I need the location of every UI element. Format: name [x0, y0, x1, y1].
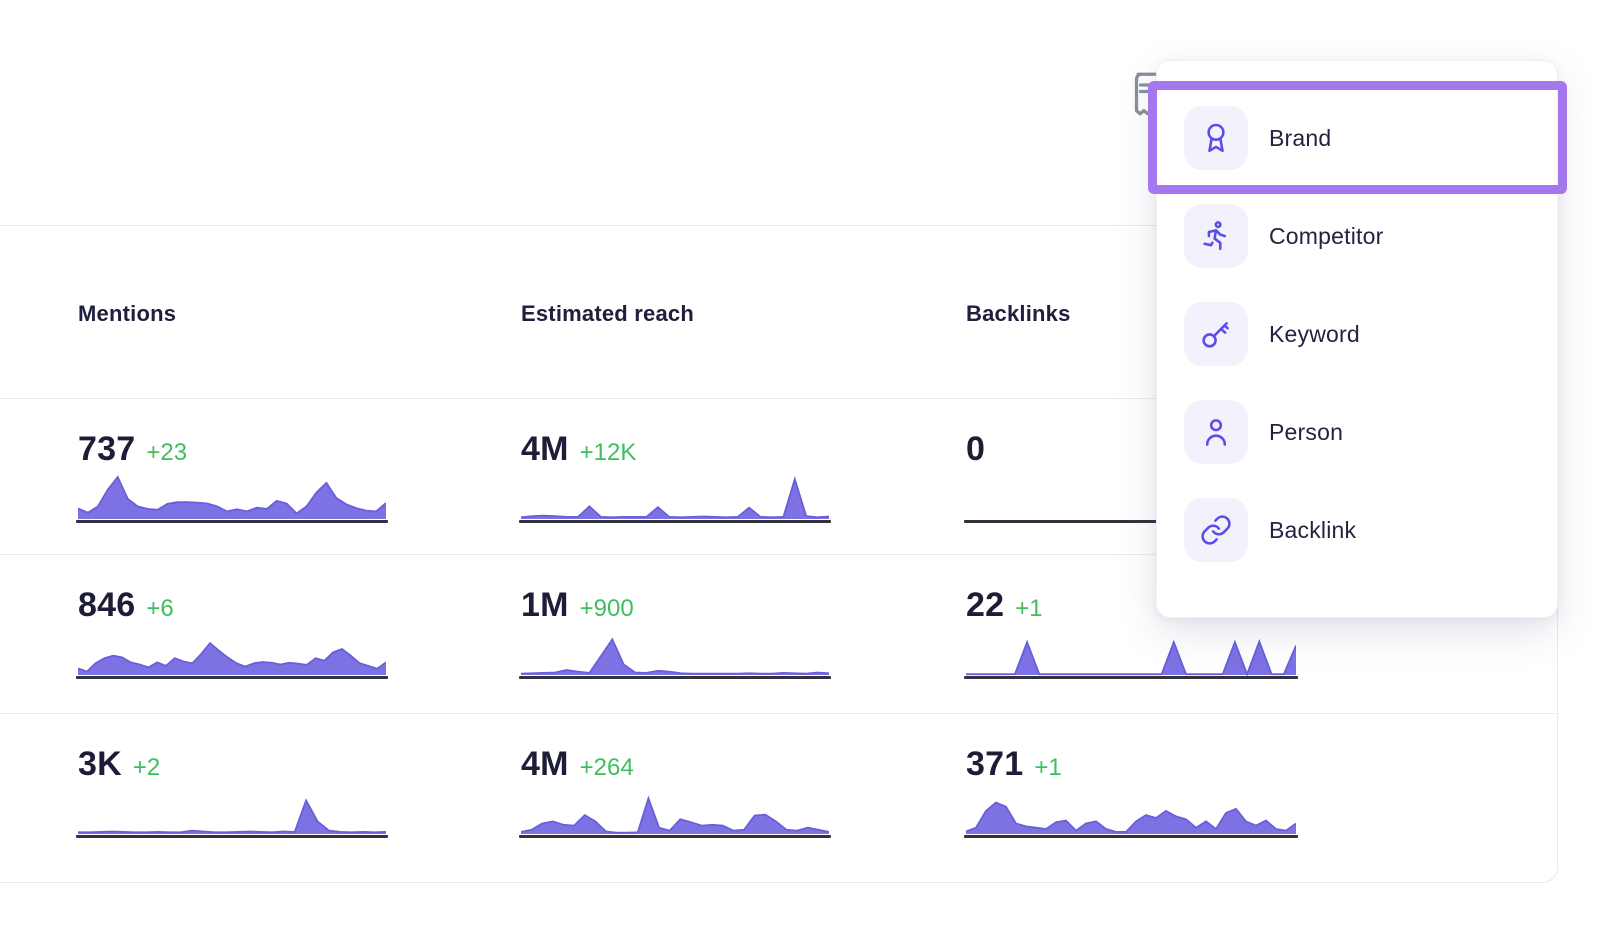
metric-value: 0	[966, 430, 986, 468]
person-icon	[1184, 400, 1248, 464]
metric-delta: +1	[1015, 595, 1043, 622]
entity-type-dropdown: Brand Competitor	[1156, 60, 1558, 618]
menu-item-brand[interactable]: Brand	[1157, 106, 1557, 170]
table-row[interactable]: 737 +23 4M +12K 0	[0, 398, 1557, 554]
backlinks-sparkline	[966, 638, 1296, 676]
sparkline-baseline	[76, 676, 388, 679]
menu-item-label: Brand	[1269, 125, 1332, 151]
sparkline-baseline	[76, 520, 388, 523]
metric-delta: +23	[146, 439, 188, 466]
table-header-row: Mentions Estimated reach Backlinks	[0, 226, 1557, 398]
metric-delta: +2	[132, 754, 161, 781]
reach-sparkline	[521, 795, 829, 834]
sparkline-baseline	[964, 676, 1298, 679]
table-row[interactable]: 846 +6 1M +900 22 +1	[0, 554, 1557, 710]
header-divider	[0, 398, 1557, 399]
metric-value: 737	[78, 430, 136, 468]
metric-value: 1M	[521, 586, 569, 624]
mentions-sparkline	[78, 798, 386, 834]
award-icon	[1184, 106, 1248, 170]
metric-value: 4M	[521, 745, 569, 783]
menu-item-label: Competitor	[1269, 223, 1384, 249]
metric-delta: +1	[1034, 754, 1062, 781]
reach-sparkline	[521, 476, 829, 519]
metric-value: 22	[966, 586, 1005, 624]
menu-item-label: Keyword	[1269, 321, 1360, 347]
mentions-sparkline	[78, 641, 386, 675]
sparkline-baseline	[964, 520, 1298, 523]
metric-value: 371	[966, 745, 1024, 783]
sparkline-baseline	[964, 835, 1298, 838]
column-header-backlinks: Backlinks	[966, 301, 1071, 326]
metric-value: 846	[78, 586, 136, 624]
column-header-mentions: Mentions	[78, 301, 177, 326]
metric-delta: +12K	[579, 439, 637, 466]
table-row[interactable]: 3K +2 4M +264 371 +1	[0, 713, 1557, 869]
key-icon	[1184, 302, 1248, 366]
mentions-sparkline	[78, 475, 386, 519]
metric-delta: +264	[579, 754, 634, 781]
menu-item-keyword[interactable]: Keyword	[1157, 302, 1557, 366]
backlinks-sparkline	[966, 801, 1296, 834]
sparkline-baseline	[519, 835, 831, 838]
menu-item-competitor[interactable]: Competitor	[1157, 204, 1557, 268]
column-header-estimated-reach: Estimated reach	[521, 301, 694, 326]
menu-item-backlink[interactable]: Backlink	[1157, 498, 1557, 562]
metric-value: 3K	[78, 745, 122, 783]
link-icon	[1184, 498, 1248, 562]
menu-item-label: Person	[1269, 419, 1344, 445]
runner-icon	[1184, 204, 1248, 268]
sparkline-baseline	[519, 520, 831, 523]
menu-item-label: Backlink	[1269, 517, 1357, 543]
sparkline-baseline	[76, 835, 388, 838]
reach-sparkline	[521, 637, 829, 675]
row-divider	[0, 554, 1557, 555]
metric-delta: +900	[579, 595, 634, 622]
menu-item-person[interactable]: Person	[1157, 400, 1557, 464]
sparkline-baseline	[519, 676, 831, 679]
row-divider	[0, 713, 1557, 714]
metric-delta: +6	[146, 595, 174, 622]
metric-value: 4M	[521, 430, 569, 468]
